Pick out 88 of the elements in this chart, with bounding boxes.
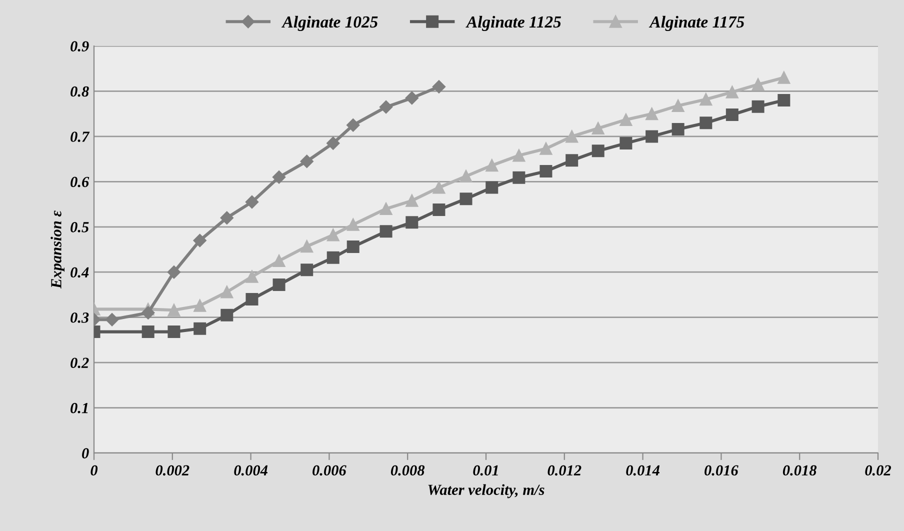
point xyxy=(778,94,790,107)
point xyxy=(326,251,340,264)
point xyxy=(406,216,418,229)
y-tick-label: 0.6 xyxy=(70,176,90,188)
point xyxy=(486,181,498,194)
point xyxy=(646,108,658,120)
point xyxy=(778,71,790,84)
point xyxy=(700,116,712,130)
point xyxy=(540,142,552,155)
point xyxy=(346,218,360,231)
y-tick-label: 0.2 xyxy=(70,358,89,368)
x-tick-label: 0.014 xyxy=(626,465,660,476)
point xyxy=(326,136,340,150)
point xyxy=(220,286,234,298)
point xyxy=(512,171,526,184)
point xyxy=(193,234,206,248)
legend-label: Alginate 1175 xyxy=(648,16,744,31)
point xyxy=(272,278,286,292)
y-axis-title: Expansion ε xyxy=(50,210,64,289)
point xyxy=(194,299,206,312)
y-tick-label: 0.5 xyxy=(70,222,89,232)
x-tick-label: 0.006 xyxy=(312,465,346,476)
point xyxy=(220,308,234,322)
y-tick-label: 0.7 xyxy=(70,132,90,142)
point xyxy=(432,80,446,94)
point xyxy=(566,130,578,143)
point xyxy=(142,326,154,338)
point xyxy=(272,254,286,268)
point xyxy=(246,292,258,306)
y-tick-label: 0.8 xyxy=(70,86,89,97)
y-tick-label: 0 xyxy=(82,448,89,458)
point xyxy=(646,130,658,143)
point xyxy=(566,154,578,167)
point xyxy=(620,113,632,126)
point xyxy=(380,225,392,238)
legend-label: Alginate 1025 xyxy=(281,16,378,31)
point xyxy=(245,195,259,209)
point xyxy=(326,228,340,242)
x-tick-label: 0.012 xyxy=(548,465,582,476)
y-tick-label: 0.1 xyxy=(70,402,88,414)
point xyxy=(194,322,206,335)
point xyxy=(380,202,392,216)
point xyxy=(752,78,764,91)
point xyxy=(300,264,314,276)
point xyxy=(486,159,498,172)
x-tick-label: 0.01 xyxy=(473,465,498,476)
point xyxy=(432,181,446,194)
point xyxy=(105,313,119,326)
point xyxy=(592,122,604,135)
point xyxy=(406,194,418,207)
x-tick-label: 0.008 xyxy=(390,465,425,476)
point xyxy=(672,99,684,112)
point xyxy=(672,122,684,136)
point xyxy=(272,170,286,184)
point xyxy=(592,144,604,158)
legend-label: Alginate 1125 xyxy=(466,16,561,31)
point xyxy=(167,266,181,279)
point xyxy=(168,304,180,316)
point xyxy=(246,270,258,283)
point xyxy=(168,326,180,338)
point xyxy=(512,149,526,162)
point xyxy=(300,154,314,168)
x-tick-label: 0.004 xyxy=(234,465,268,476)
y-tick-label: 0.4 xyxy=(70,267,89,278)
y-tick-label: 0.3 xyxy=(70,312,89,323)
point xyxy=(432,203,446,216)
x-tick-label: 0.002 xyxy=(156,465,190,476)
point xyxy=(379,100,393,114)
x-tick-label: 0.016 xyxy=(704,465,738,476)
point xyxy=(726,86,738,98)
point xyxy=(726,108,738,121)
point xyxy=(346,240,360,254)
point xyxy=(700,93,712,106)
x-tick-label: 0.02 xyxy=(865,465,892,476)
point xyxy=(752,100,764,113)
point xyxy=(460,170,472,182)
point xyxy=(405,91,418,105)
x-tick-label: 0 xyxy=(90,465,98,476)
point xyxy=(300,240,314,253)
point xyxy=(346,118,360,132)
point xyxy=(460,192,472,206)
point xyxy=(220,211,234,224)
x-tick-label: 0.018 xyxy=(782,465,817,476)
point xyxy=(540,165,552,178)
x-axis-title: Water velocity, m/s xyxy=(428,484,544,498)
y-tick-label: 0.9 xyxy=(70,41,89,52)
point xyxy=(142,306,155,320)
point xyxy=(620,136,632,150)
